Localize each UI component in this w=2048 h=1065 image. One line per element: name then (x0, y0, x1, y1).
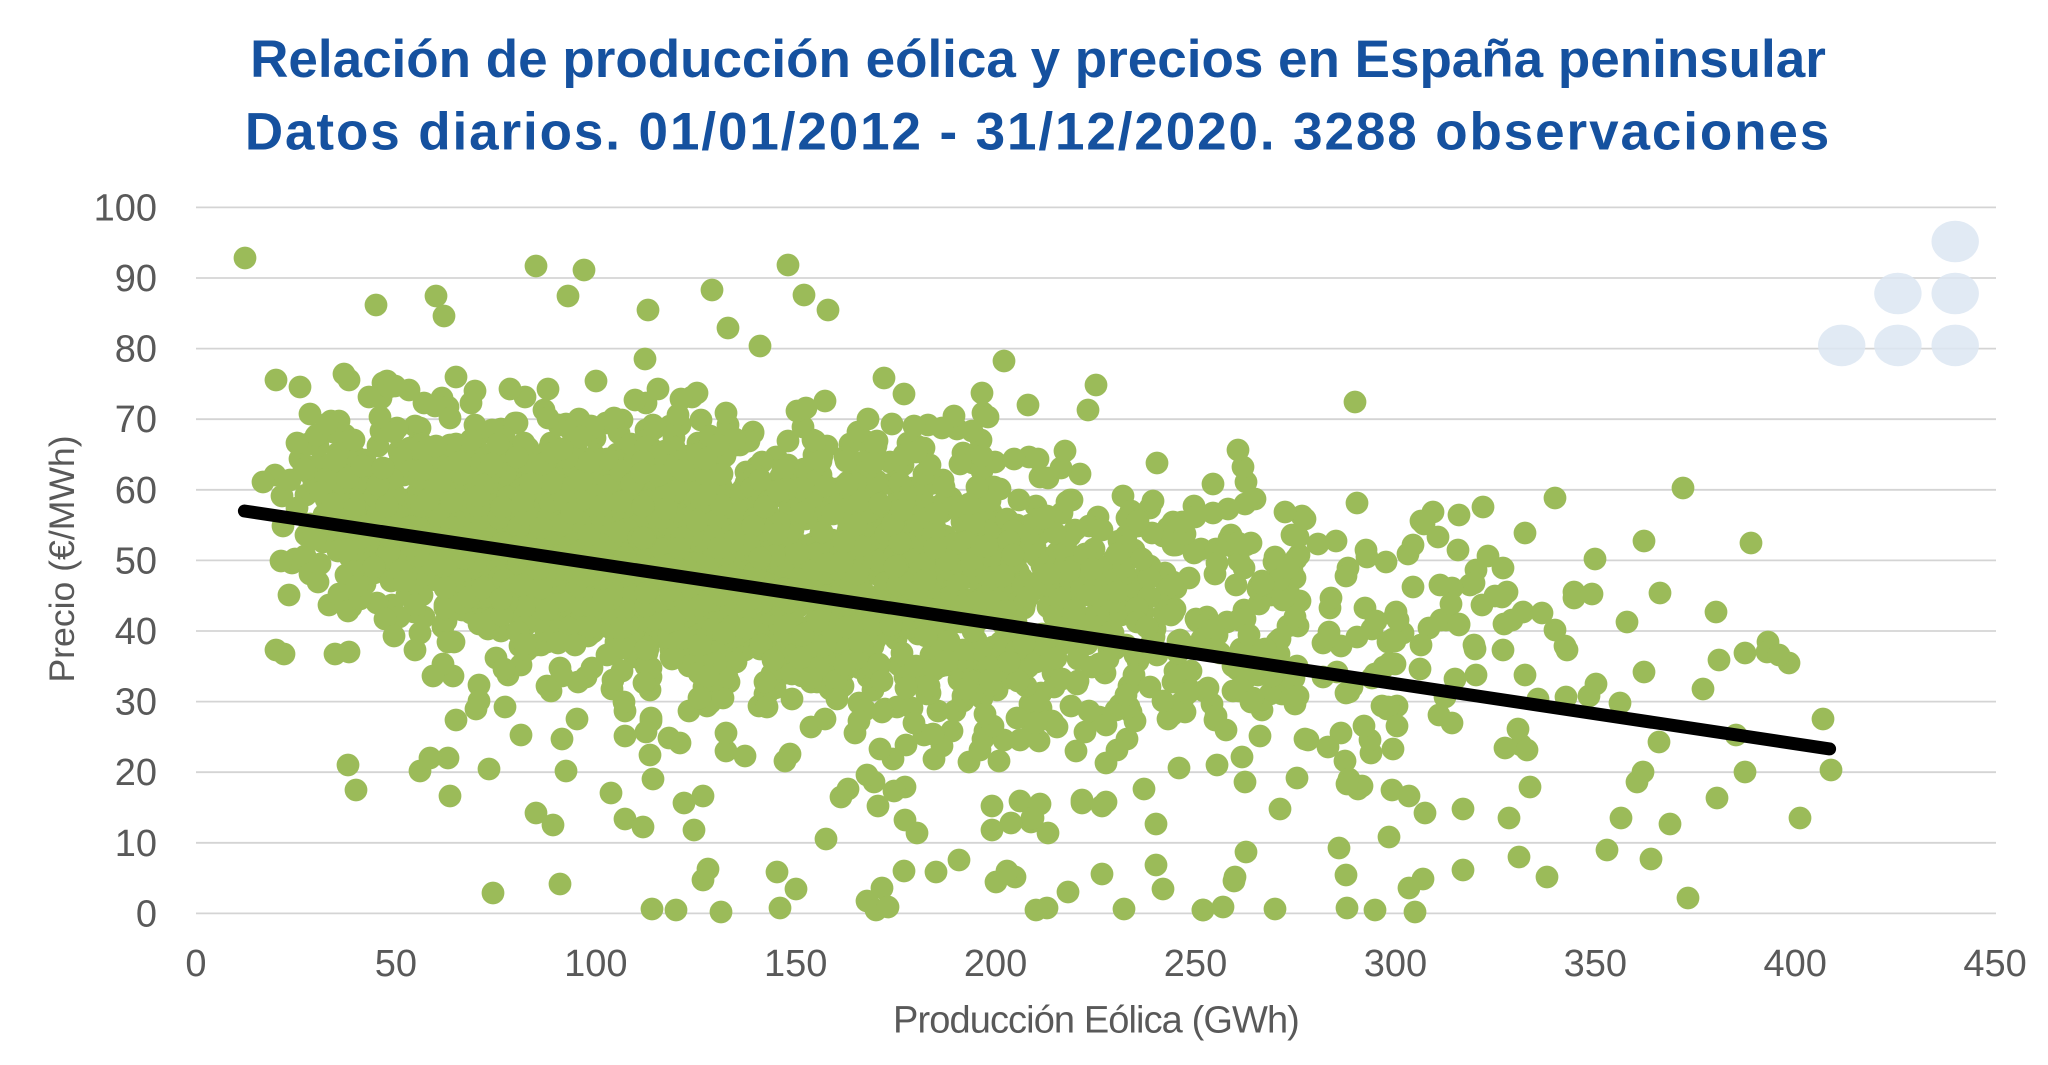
svg-text:400: 400 (1763, 943, 1826, 985)
svg-text:Producción Eólica (GWh): Producción Eólica (GWh) (893, 1000, 1299, 1042)
svg-text:0: 0 (185, 943, 206, 985)
svg-text:10: 10 (115, 823, 157, 865)
svg-text:100: 100 (564, 943, 627, 985)
svg-text:250: 250 (1164, 943, 1227, 985)
svg-text:Relación de producción eólica: Relación de producción eólica y precios … (250, 30, 1826, 89)
svg-text:Precio (€/MWh): Precio (€/MWh) (42, 435, 82, 682)
svg-text:70: 70 (115, 399, 157, 441)
svg-text:90: 90 (115, 258, 157, 300)
svg-text:50: 50 (375, 943, 417, 985)
svg-text:450: 450 (1963, 943, 2026, 985)
svg-text:150: 150 (764, 943, 827, 985)
svg-text:80: 80 (115, 329, 157, 371)
svg-text:100: 100 (94, 187, 157, 229)
svg-text:300: 300 (1364, 943, 1427, 985)
svg-text:200: 200 (964, 943, 1027, 985)
svg-text:30: 30 (115, 682, 157, 724)
svg-text:0: 0 (136, 893, 157, 935)
svg-text:20: 20 (115, 752, 157, 794)
svg-text:350: 350 (1564, 943, 1627, 985)
svg-text:60: 60 (115, 470, 157, 512)
svg-text:50: 50 (115, 540, 157, 582)
svg-text:Datos diarios. 01/01/2012 - 31: Datos diarios. 01/01/2012 - 31/12/2020. … (245, 103, 1831, 162)
svg-text:40: 40 (115, 611, 157, 653)
